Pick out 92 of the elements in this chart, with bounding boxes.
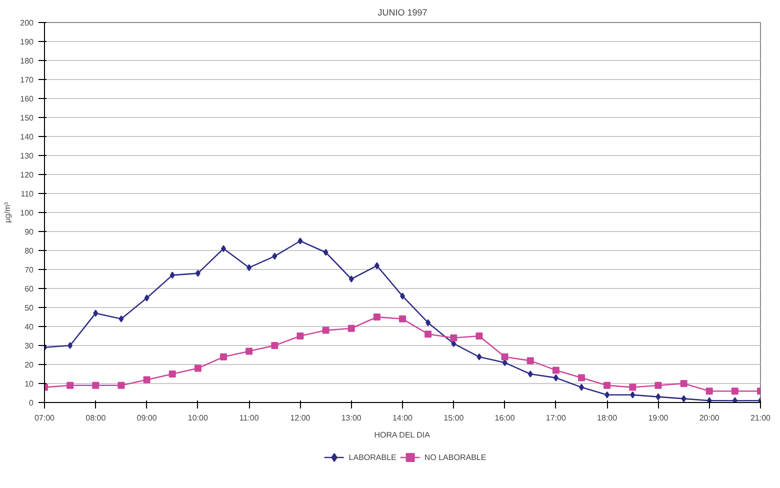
y-axis-title: µg/m³ xyxy=(3,202,12,223)
point xyxy=(502,359,508,366)
y-tick-label: 110 xyxy=(20,190,34,198)
point xyxy=(476,353,482,360)
y-tick-label: 60 xyxy=(24,284,34,294)
y-tick-label: 180 xyxy=(20,56,34,66)
x-tick-label: 08:00 xyxy=(86,414,106,422)
x-tick-label: 12:00 xyxy=(290,414,311,422)
point xyxy=(143,376,150,384)
point xyxy=(424,330,432,338)
y-tick-label: 80 xyxy=(24,246,34,256)
x-tick-label: 14:00 xyxy=(392,414,414,422)
y-tick-label: 70 xyxy=(24,266,34,274)
x-tick-label: 16:00 xyxy=(494,414,516,422)
point xyxy=(680,380,688,387)
y-tick-label: 190 xyxy=(20,38,34,46)
point xyxy=(706,388,713,395)
point xyxy=(246,264,252,272)
point xyxy=(194,364,202,372)
y-tick-label: 10 xyxy=(24,380,34,388)
legend-label: NO LABORABLE xyxy=(424,452,486,462)
y-tick-label: 120 xyxy=(20,170,34,180)
point xyxy=(220,353,227,360)
point xyxy=(450,334,458,342)
point xyxy=(272,252,278,260)
y-tick-label: 140 xyxy=(20,132,34,142)
point xyxy=(526,357,534,364)
y-tick-label: 200 xyxy=(20,18,34,28)
point xyxy=(348,324,355,332)
point xyxy=(604,382,611,389)
point xyxy=(322,326,330,334)
point xyxy=(604,391,610,398)
y-tick-label: 20 xyxy=(24,360,34,370)
point xyxy=(399,315,406,322)
x-tick-label: 13:00 xyxy=(341,414,362,422)
y-tick-label: 170 xyxy=(20,76,34,84)
y-tick-label: 130 xyxy=(20,152,34,160)
point xyxy=(298,238,303,244)
chart-title: JUNIO 1997 xyxy=(378,8,428,18)
point xyxy=(93,310,98,317)
point xyxy=(681,395,686,402)
point xyxy=(630,391,636,398)
point xyxy=(118,382,125,389)
y-tick-label: 40 xyxy=(24,322,34,332)
x-tick-label: 11:00 xyxy=(239,414,260,422)
x-axis-title: HORA DEL DIA xyxy=(374,430,431,440)
point xyxy=(195,270,200,277)
y-tick-label: 90 xyxy=(24,228,34,236)
point xyxy=(168,370,176,378)
x-tick-label: 10:00 xyxy=(188,414,208,422)
x-tick-label: 07:00 xyxy=(34,414,56,422)
x-tick-label: 09:00 xyxy=(136,414,158,422)
x-tick-label: 21:00 xyxy=(750,414,772,422)
point xyxy=(553,374,558,382)
legend-label: LABORABLE xyxy=(348,452,396,462)
x-tick-label: 18:00 xyxy=(597,414,618,422)
point xyxy=(731,388,738,395)
y-tick-label: 150 xyxy=(20,114,34,122)
point xyxy=(501,353,508,360)
point xyxy=(66,382,74,389)
point xyxy=(373,314,380,320)
x-tick-label: 15:00 xyxy=(444,414,464,422)
point xyxy=(451,340,456,348)
point xyxy=(92,382,100,389)
point xyxy=(476,332,483,340)
point xyxy=(118,315,124,322)
point xyxy=(656,393,661,400)
x-tick-label: 17:00 xyxy=(546,414,566,422)
point xyxy=(552,366,560,374)
y-tick-label: 0 xyxy=(29,398,34,408)
y-tick-label: 160 xyxy=(20,94,34,104)
y-tick-label: 100 xyxy=(20,208,34,218)
y-tick-label: 30 xyxy=(24,342,34,350)
point xyxy=(528,370,533,378)
point xyxy=(348,276,354,282)
point xyxy=(144,294,150,302)
point xyxy=(629,384,636,391)
point xyxy=(68,342,73,349)
point xyxy=(323,248,328,256)
x-tick-label: 19:00 xyxy=(648,414,669,422)
point xyxy=(374,262,380,270)
point xyxy=(246,348,253,355)
y-tick-label: 50 xyxy=(24,304,34,312)
point xyxy=(732,397,738,402)
point xyxy=(426,319,431,326)
x-tick-label: 20:00 xyxy=(699,414,720,422)
point xyxy=(296,332,304,340)
point xyxy=(706,397,712,402)
point xyxy=(271,342,278,349)
point xyxy=(578,374,585,382)
point xyxy=(170,272,175,279)
point xyxy=(654,382,662,389)
